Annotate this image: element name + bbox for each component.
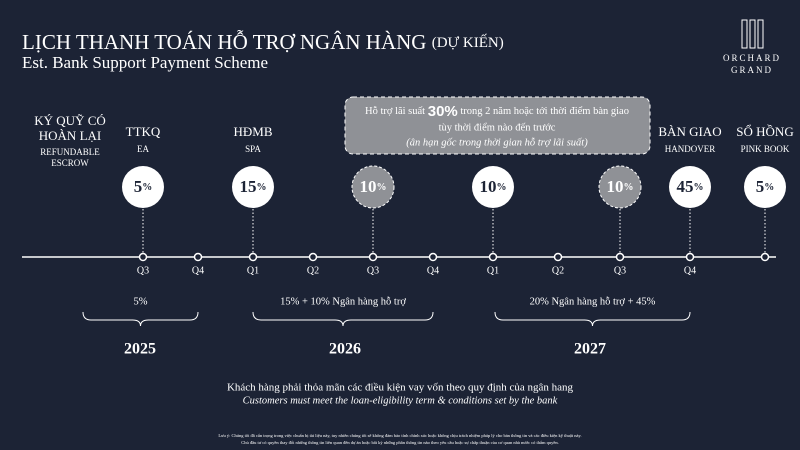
amount-unit: % [142,182,152,193]
milestone-subtitle: SPA [245,144,261,154]
title: LỊCH THANH TOÁN HỖ TRỢ NGÂN HÀNG (DỰ KIẾ… [22,30,504,54]
quarter-dot [308,252,318,262]
quarter-dot [488,252,498,262]
amount-number: 5 [756,177,765,196]
year-label: 2027 [574,341,606,358]
amount-circle [669,166,711,208]
amount-unit: % [624,182,634,193]
disclaimer: Lưu ý: Chúng tôi đã cẩn trọng trong việc… [218,433,581,439]
amount: 5% [134,177,153,196]
quarter-dot [193,252,203,262]
brace [494,311,691,327]
quarter-label: Q2 [307,265,319,276]
milestone-title: KÝ QUỸ CÓ [34,113,106,128]
amount: 5% [756,177,775,196]
amount: 10% [360,177,387,196]
amount: 10% [607,177,634,196]
callout-text: Hỗ trợ lãi suất [365,106,425,117]
milestone-title: BÀN GIAO [658,124,721,139]
logo: ORCHARD GRAND [723,19,781,75]
subtitle: Est. Bank Support Payment Scheme [22,53,268,72]
amount: 15% [240,177,267,196]
quarter-label: Q2 [552,265,564,276]
amount-circle [472,166,514,208]
milestone-title: SỔ HỒNG [736,124,793,139]
callout-line: tùy thời điểm nào đến trước [439,122,556,133]
amount-circle [598,165,642,209]
amount-unit: % [257,182,267,193]
callout-highlight: 30% [428,103,458,120]
amount-circle [744,166,786,208]
year-label: 2025 [124,341,156,358]
quarter-label: Q4 [427,265,439,276]
quarter-dot [428,252,438,262]
title-suffix: (DỰ KIẾN) [432,34,504,51]
callout-box [344,96,651,155]
year-label: 2026 [329,341,361,358]
year-payment: 5% [134,296,148,307]
brand: ORCHARD [723,53,781,63]
milestone-subtitle: REFUNDABLE [40,147,100,157]
note-vi: Khách hàng phải thỏa mãn các điều kiện v… [227,382,574,394]
amount-unit: % [497,182,507,193]
brand: GRAND [731,65,773,75]
milestone-subtitle: HANDOVER [665,144,716,154]
amount: 45% [677,177,704,196]
amount-number: 10 [360,177,377,196]
quarter-dot [138,252,148,262]
amount-circle [351,165,395,209]
quarter-label: Q1 [247,265,259,276]
milestone-title: HĐMB [233,124,272,139]
quarter-label: Q4 [192,265,204,276]
milestone-subtitle: ESCROW [51,158,89,168]
amount-unit: % [694,182,704,193]
brace [82,311,199,327]
brace [252,311,434,327]
title-main: LỊCH THANH TOÁN HỖ TRỢ NGÂN HÀNG [22,30,426,54]
quarter-dot [248,252,258,262]
milestone-title: HOÀN LẠI [39,128,101,143]
quarter-label: Q4 [684,265,696,276]
milestone-subtitle: EA [137,144,149,154]
note-en: Customers must meet the loan-eligibility… [243,395,558,406]
disclaimer: Chủ đầu tư có quyền thay đổi những thông… [241,440,559,445]
quarter-dot [615,252,625,262]
milestone-title: TTKQ [126,124,161,139]
end-dot [760,252,770,262]
amount-number: 10 [607,177,624,196]
amount-number: 10 [480,177,497,196]
amount-number: 5 [134,177,143,196]
amount-number: 45 [677,177,694,196]
amount-circle [122,166,164,208]
amount-number: 15 [240,177,257,196]
callout-line: (ân hạn gốc trong thời gian hỗ trợ lãi s… [406,137,588,148]
quarter-dot [553,252,563,262]
amount-circle [232,166,274,208]
quarter-dot [685,252,695,262]
callout-text: trong 2 năm hoặc tới thời điểm bàn giao [460,106,629,117]
amount-unit: % [764,182,774,193]
callout-line: Hỗ trợ lãi suất 30% trong 2 năm hoặc tới… [365,103,629,120]
amount-unit: % [377,182,387,193]
quarter-label: Q3 [614,265,626,276]
quarter-label: Q1 [487,265,499,276]
quarter-dot [368,252,378,262]
year-payment: 20% Ngân hàng hỗ trợ + 45% [530,296,656,307]
amount: 10% [480,177,507,196]
year-payment: 15% + 10% Ngân hàng hỗ trợ [280,296,406,307]
quarter-label: Q3 [367,265,379,276]
milestone-subtitle: PINK BOOK [741,144,790,154]
quarter-label: Q3 [137,265,149,276]
